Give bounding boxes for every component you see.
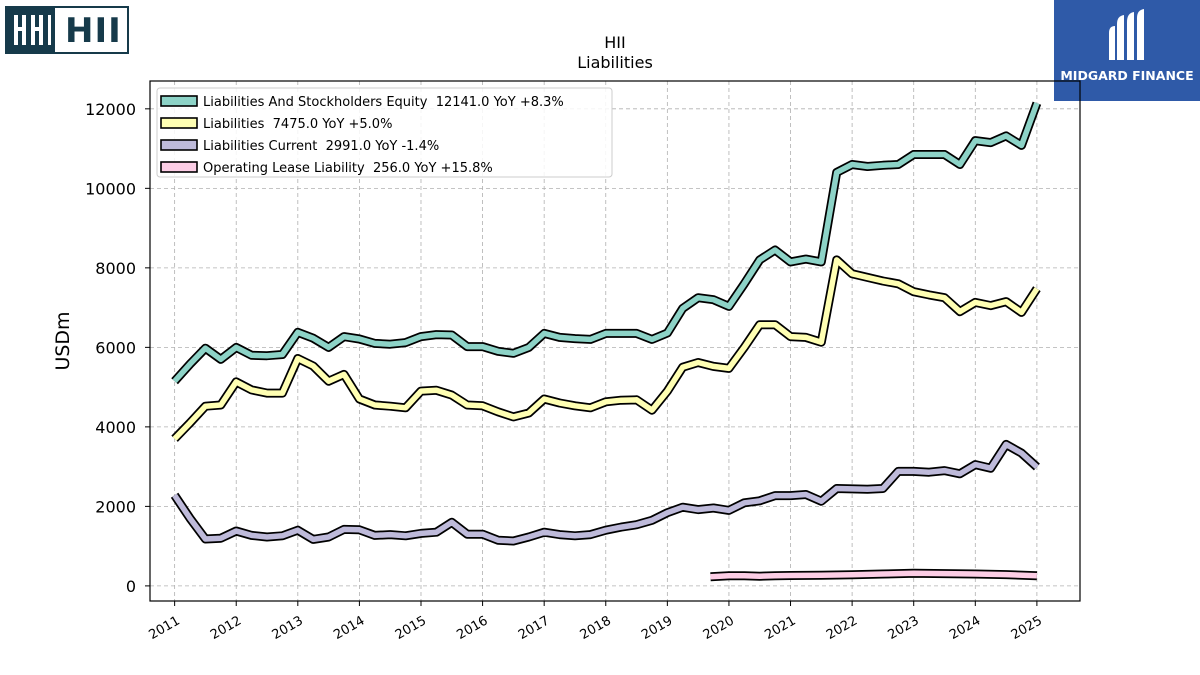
legend-label: Operating Lease Liability 256.0 YoY +15.… <box>203 161 493 176</box>
y-tick-label: 2000 <box>95 497 136 516</box>
x-tick-label: 2017 <box>516 613 552 643</box>
series-line-liabilities <box>172 257 1040 441</box>
midgard-finance-text: MIDGARD FINANCE <box>1060 68 1194 83</box>
x-tick-label: 2022 <box>824 613 860 643</box>
hii-logo-text: HII <box>65 11 122 51</box>
legend-swatch <box>160 117 198 129</box>
hii-logo-mark <box>7 8 55 52</box>
x-tick-label: 2012 <box>208 613 244 643</box>
series-outline-liabilities-current <box>170 439 1040 546</box>
chart-title: HII <box>604 33 625 52</box>
hii-logo: HII <box>5 6 129 54</box>
series-line-liabilities-and-stockholders-equity <box>172 102 1040 384</box>
y-tick-label: 6000 <box>95 338 136 357</box>
axes: 2011 2012 2013 2014 2015 2016 2017 2018 2019 2020… <box>85 100 1045 643</box>
legend-box <box>156 87 613 178</box>
x-tick-label: 2013 <box>270 613 306 643</box>
plot-frame <box>149 80 1081 602</box>
legend: Liabilities And Stockholders Equity 1214… <box>156 87 613 178</box>
x-tick-label: 2015 <box>393 613 429 643</box>
x-tick-label: 2021 <box>762 613 798 643</box>
y-axis-label: USDm <box>52 311 74 370</box>
legend-label: Liabilities Current 2991.0 YoY -1.4% <box>203 139 439 154</box>
legend-label: Liabilities 7475.0 YoY +5.0% <box>203 117 392 132</box>
legend-swatch <box>160 161 198 173</box>
x-tick-label: 2024 <box>947 613 983 643</box>
y-tick-label: 12000 <box>85 100 136 119</box>
x-tick-label: 2011 <box>146 613 182 643</box>
legend-swatch <box>160 139 198 151</box>
legend-swatch <box>160 95 198 107</box>
series-line-operating-lease-liability <box>710 570 1037 580</box>
y-tick-label: 8000 <box>95 259 136 278</box>
x-tick-label: 2025 <box>1009 613 1045 643</box>
series-line-liabilities-current <box>172 441 1039 544</box>
x-tick-label: 2020 <box>701 613 737 643</box>
series-layer <box>170 101 1042 582</box>
chart-subtitle: Liabilities <box>577 53 653 72</box>
x-tick-label: 2016 <box>454 613 490 643</box>
y-tick-label: 10000 <box>85 179 136 198</box>
y-tick-label: 4000 <box>95 418 136 437</box>
x-tick-label: 2018 <box>578 613 614 643</box>
y-tick-label: 0 <box>126 577 136 596</box>
midgard-finance-emblem <box>1109 9 1144 60</box>
legend-label: Liabilities And Stockholders Equity 1214… <box>203 95 564 110</box>
x-tick-label: 2014 <box>331 613 367 643</box>
x-tick-label: 2019 <box>639 613 675 643</box>
midgard-finance-logo: MIDGARD FINANCE <box>1054 0 1200 101</box>
x-tick-label: 2023 <box>886 613 922 643</box>
